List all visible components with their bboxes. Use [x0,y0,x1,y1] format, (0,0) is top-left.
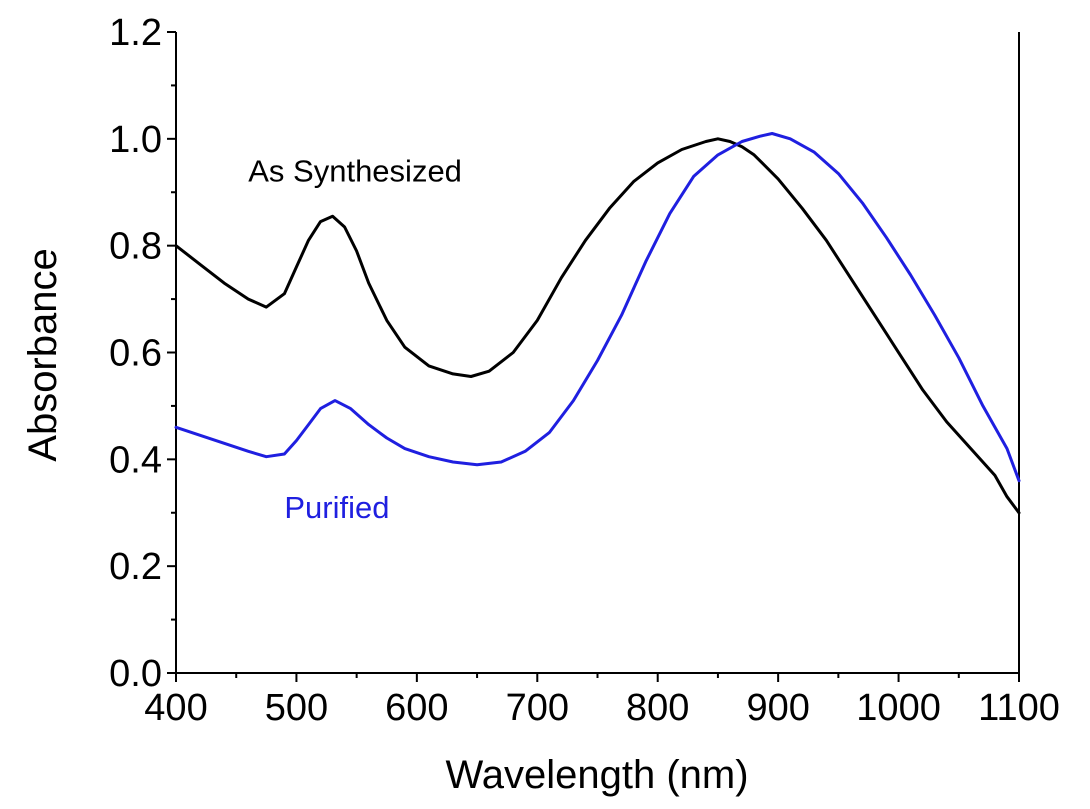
x-tick-label: 900 [746,687,809,729]
x-tick-label: 600 [385,687,448,729]
annotation-as-synthesized: As Synthesized [248,154,462,189]
series-line-purified [174,132,1021,483]
y-tick-label: 0.4 [109,439,162,481]
x-tick-label: 800 [626,687,689,729]
x-tick-label: 700 [506,687,569,729]
annotation-purified: Purified [284,490,389,525]
x-axis-title: Wavelength (nm) [445,753,748,797]
x-tick-label: 500 [265,687,328,729]
series-group [174,132,1021,515]
y-tick-label: 1.0 [109,119,162,161]
x-tick-label: 400 [144,687,207,729]
y-tick-label: 0.8 [109,226,162,268]
y-tick-label: 0.2 [109,546,162,588]
y-tick-label: 0.6 [109,333,162,375]
y-tick-label: 1.2 [109,12,162,54]
axes: 400 500 600 700 800 900 1000 1100 0.0 0.2 0.4 0.6 0.… [109,12,1060,729]
x-tick-label: 1100 [978,687,1060,729]
annotations: As Synthesized Purified [248,154,462,526]
series-line-as-synthesized [174,137,1021,515]
y-axis-title: Absorbance [21,248,65,461]
y-tick-label: 0.0 [109,653,162,695]
x-tick-label: 1000 [856,687,941,729]
